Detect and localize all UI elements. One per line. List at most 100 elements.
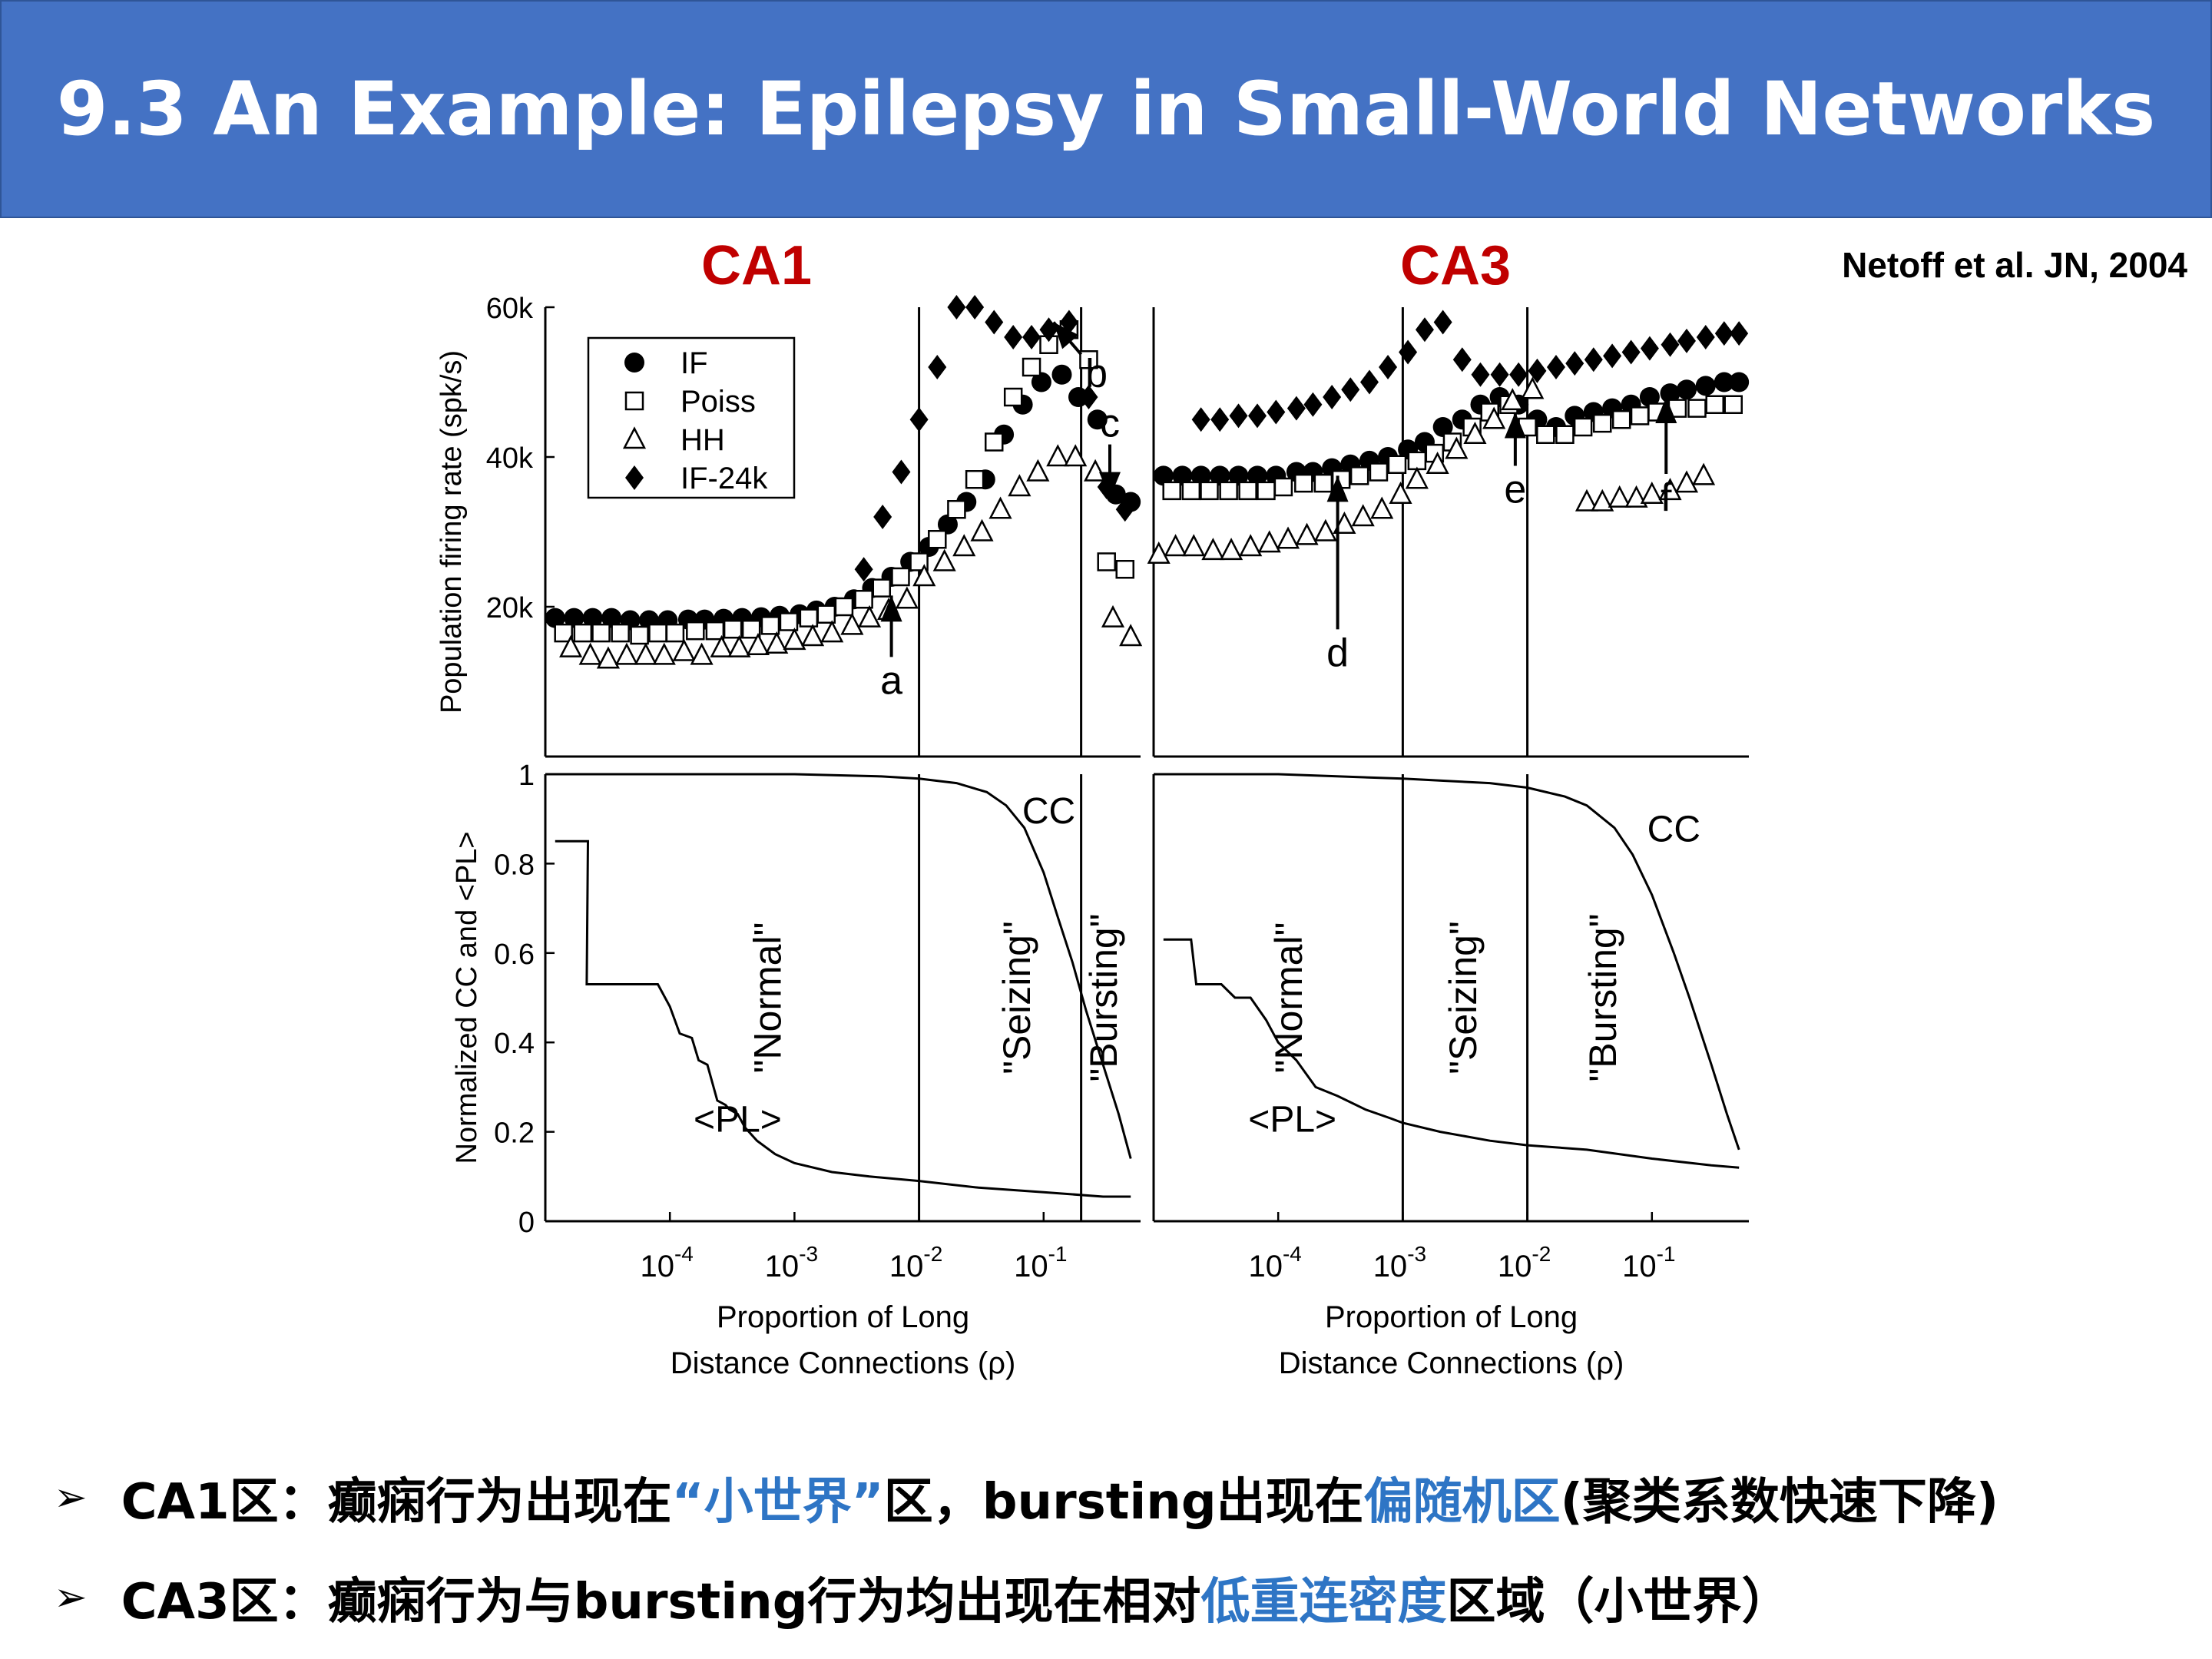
bullet-1: ➢ CA1区：癫痫行为出现在 “小世界” 区，bursting出现在 偏随机区 (聚类系… [54,1448,2189,1548]
data-point-if [1639,387,1660,407]
data-point-hh [1008,474,1031,497]
data-point-if-24k [1546,355,1565,379]
annotation-label-a: a [880,658,902,703]
panel-ca3-series-if [1153,372,1750,486]
data-point-if-24k [1359,369,1379,395]
bullet-highlight-text: “小世界” [671,1474,884,1531]
bullet-text: (聚类系数快速下降) [1560,1474,1999,1531]
annotation-label-b: b [1085,352,1108,396]
data-point-if [564,608,584,628]
curve-label-cc: CC [1022,791,1075,832]
data-point-hh [1101,604,1125,628]
data-point-if [1729,372,1750,392]
annotation-arrow-c [1098,444,1121,498]
slide-title-bar: 9.3 An Example: Epilepsy in Small-World … [0,0,2212,218]
annotation-arrow-d-head [1326,475,1349,502]
data-point-poiss [947,500,966,519]
data-point-poiss [1611,410,1631,429]
data-point-hh [857,604,882,628]
annotation-label-f: f [1661,475,1672,520]
legend: IF Poiss HH IF-24k [587,336,796,499]
regime-label-bursting: "Bursting" [1581,914,1624,1082]
data-point-hh [1351,504,1375,527]
data-point-hh [1501,388,1525,411]
panel-ca3-series-hh [1147,376,1716,564]
annotation-arrow-b-head [1053,322,1079,349]
data-point-hh [895,586,919,609]
data-point-hh [1575,488,1599,512]
data-point-if-24k [1248,403,1267,429]
panel-ca3-topology-x-tick-label: 10-2 [1498,1242,1551,1283]
data-point-hh [727,634,751,657]
data-point-poiss [741,620,761,639]
panel-ca1-title: CA1 [701,235,812,296]
data-point-poiss [1387,455,1407,474]
panel-ca1-topology-curve--pl- [555,839,1131,1198]
data-point-hh [988,496,1012,519]
panel-ca1-y-tick-label: 60k [486,293,534,325]
data-point-poiss [984,432,1004,452]
data-point-hh [1084,459,1108,482]
data-point-if-24k [1490,362,1509,387]
data-point-if [1432,417,1453,437]
data-point-poiss [1162,481,1181,501]
annotation-arrow-a [880,595,902,657]
data-point-hh [1608,485,1631,508]
data-point-hh [765,631,789,654]
data-point-hh [1182,534,1206,557]
regime-label-normal: "Normal" [1267,922,1310,1074]
data-point-hh [1333,512,1356,534]
data-point-if [1695,376,1716,396]
data-point-hh [1624,485,1648,508]
data-point-hh [1239,534,1263,557]
data-point-if-24k [909,407,929,432]
legend-label-if-24k: IF-24k [680,462,768,495]
data-point-poiss [1687,399,1707,418]
data-point-hh [1463,422,1487,444]
panel-ca1-series-poiss [554,320,1134,645]
data-point-hh [710,634,733,657]
annotation-label-e: e [1504,468,1526,512]
data-point-poiss [705,621,725,641]
bullet-marker-icon: ➢ [54,1475,88,1521]
panel-ca1-topology-y-tick-label: 0 [518,1207,535,1239]
annotation-arrow-c-head [1098,472,1121,498]
data-point-poiss [1200,481,1219,501]
data-point-poiss [834,597,854,617]
data-point-if [1087,409,1108,430]
data-point-if-24k [1341,377,1360,402]
panel-ca1-topology-curve-cc [545,773,1132,1159]
data-point-hh [1591,488,1614,512]
data-point-hh [1046,444,1070,467]
data-point-if-24k [1471,362,1490,387]
data-point-if-24k [1640,336,1659,361]
data-point-poiss [891,567,910,587]
data-point-hh [1640,482,1664,504]
curve-label-cc: CC [1647,809,1700,849]
data-point-hh [1164,534,1187,557]
data-point-hh [801,624,825,647]
data-point-if-24k [1677,328,1696,353]
legend-label-poiss: Poiss [680,385,756,419]
data-point-if [582,608,603,628]
panel-ca3-topology-x-tick-label: 10-4 [1248,1242,1301,1283]
data-point-hh [820,620,844,643]
legend-marker-poiss [624,391,644,411]
data-point-hh [634,642,657,665]
regime-label-seizing: "Seizing" [1442,921,1485,1075]
data-point-poiss [779,612,799,631]
data-point-hh [1692,462,1716,485]
data-point-hh [932,548,956,571]
data-point-poiss [1238,481,1257,501]
data-point-hh [652,642,676,665]
annotation-arrow-e-head [1504,412,1526,439]
data-point-poiss [630,625,649,645]
regime-label-seizing: "Seizing" [995,921,1038,1075]
data-point-if [1051,364,1072,385]
bullet-list: ➢ CA1区：癫痫行为出现在 “小世界” 区，bursting出现在 偏随机区 (聚类系… [54,1448,2189,1647]
legend-label-hh: HH [680,423,725,457]
data-point-if-24k [1433,310,1452,335]
data-point-poiss [1573,417,1593,437]
annotation-label-d: d [1326,631,1349,675]
data-point-poiss [1555,425,1575,444]
